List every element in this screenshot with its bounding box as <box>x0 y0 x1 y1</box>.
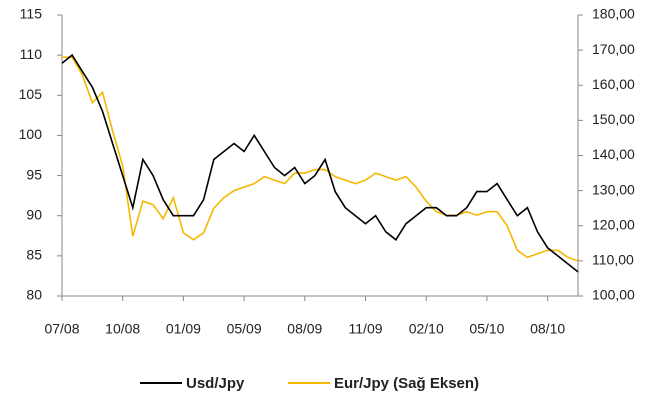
series-line <box>61 53 579 273</box>
x-tick-label: 05/09 <box>227 321 262 337</box>
y-tick-label: 90 <box>26 206 42 222</box>
y2-tick-label: 130,00 <box>592 181 635 197</box>
y2-tick-label: 140,00 <box>592 146 635 162</box>
y-tick-label: 85 <box>26 247 42 263</box>
x-tick-label: 10/08 <box>105 321 140 337</box>
y2-tick-label: 170,00 <box>592 41 635 57</box>
y-tick-label: 110 <box>20 46 43 62</box>
x-tick-label: 01/09 <box>166 321 201 337</box>
x-tick-label: 08/09 <box>287 321 322 337</box>
x-tick-label: 02/10 <box>409 321 444 337</box>
x-tick-label: 08/10 <box>530 321 565 337</box>
y2-tick-label: 180,00 <box>592 6 635 22</box>
y2-tick-label: 100,00 <box>592 287 635 303</box>
y-tick-label: 105 <box>19 86 43 102</box>
series-line <box>62 56 579 262</box>
y2-tick-label: 150,00 <box>592 111 635 127</box>
legend-label: Usd/Jpy <box>186 375 245 392</box>
legend-label: Eur/Jpy (Sağ Eksen) <box>334 375 479 392</box>
y-tick-label: 115 <box>20 6 43 22</box>
y2-tick-label: 110,00 <box>592 252 634 268</box>
y-tick-label: 95 <box>26 166 42 182</box>
x-tick-label: 11/09 <box>349 321 383 337</box>
y-tick-label: 100 <box>19 126 43 142</box>
x-tick-label: 05/10 <box>469 321 504 337</box>
x-tick-label: 07/08 <box>44 321 79 337</box>
y-tick-label: 80 <box>26 287 42 303</box>
y2-tick-label: 160,00 <box>592 76 635 92</box>
y2-tick-label: 120,00 <box>592 216 635 232</box>
